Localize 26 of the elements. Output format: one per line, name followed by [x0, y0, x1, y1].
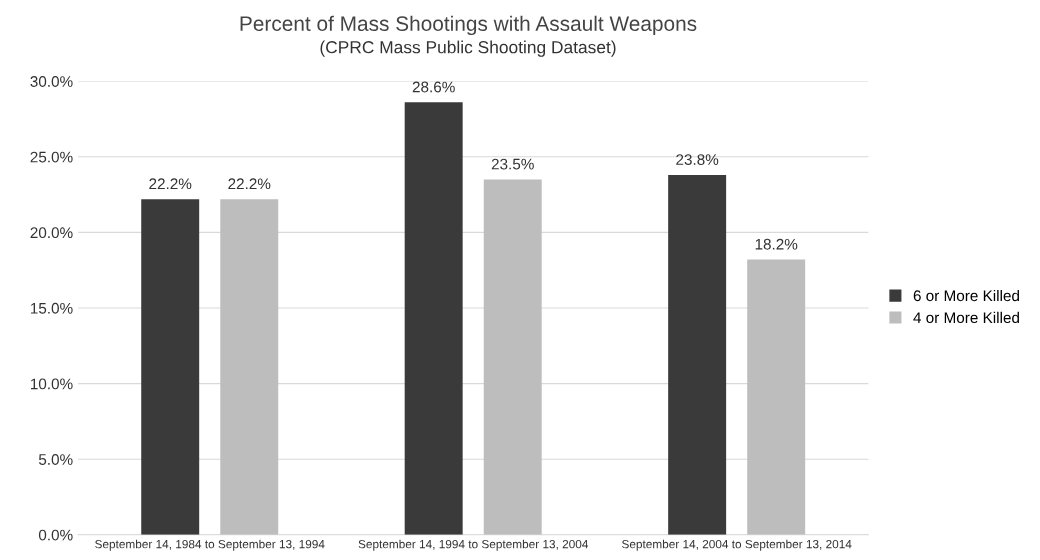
data-label: 18.2%: [755, 238, 798, 250]
y-tick-label: 20.0%: [30, 227, 73, 239]
data-label: 28.6%: [412, 81, 455, 93]
y-tick-label: 15.0%: [30, 302, 73, 314]
y-tick-label: 10.0%: [30, 378, 73, 390]
data-label: 22.2%: [228, 178, 271, 190]
legend-label: 6 or More Killed: [913, 289, 1019, 302]
y-tick-label: 5.0%: [38, 454, 73, 465]
x-tick-label: September 14, 2004 to September 13, 2014: [622, 539, 852, 551]
data-label: 22.2%: [149, 178, 192, 190]
bar: [668, 174, 727, 535]
bar: [141, 199, 200, 535]
bar: [404, 102, 463, 535]
x-tick-label: September 14, 1994 to September 13, 2004: [358, 539, 589, 551]
y-tick-label: 30.0%: [30, 76, 73, 87]
bar: [483, 179, 542, 535]
data-label: 23.5%: [491, 158, 534, 170]
x-tick-label: September 14, 1984 to September 13, 1994: [95, 539, 325, 551]
bar: [747, 259, 806, 535]
legend-label: 4 or More Killed: [913, 311, 1019, 324]
bar: [220, 199, 279, 535]
y-tick-label: 0.0%: [38, 529, 73, 541]
data-label: 23.8%: [676, 154, 719, 165]
chart-title: Percent of Mass Shootings with Assault Weapons: [240, 15, 697, 36]
chart-subtitle: (CPRC Mass Public Shooting Dataset): [320, 40, 616, 57]
y-tick-label: 25.0%: [30, 151, 73, 163]
